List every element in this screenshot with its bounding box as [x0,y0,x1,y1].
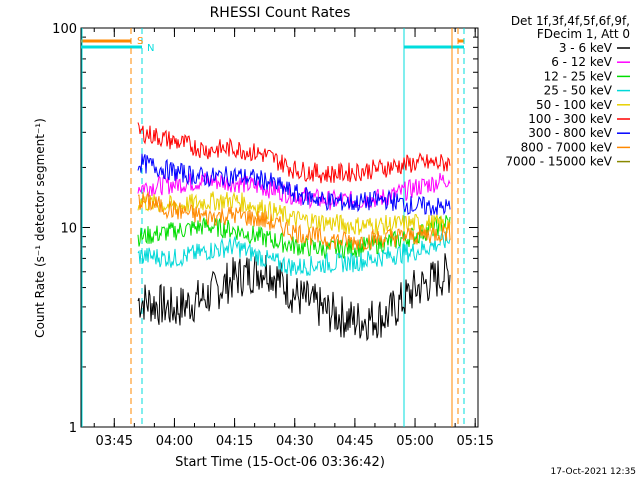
chart-title: RHESSI Count Rates [210,5,351,21]
legend-entry-label: 100 - 300 keV [528,112,612,126]
saa-marker-label: S [137,36,143,47]
series-line-2 [137,215,451,260]
legend-header-detectors: Det 1f,3f,4f,5f,6f,9f, [511,14,630,28]
x-tick-label: 03:45 [96,434,133,449]
x-axis: 03:45 04:00 04:15 04:30 04:45 05:00 05:15 [93,28,494,449]
legend-entry-label: 25 - 50 keV [544,84,613,98]
y-tick-label: 100 [52,22,77,37]
x-tick-label: 04:45 [336,434,373,449]
x-tick-label: 04:15 [216,434,253,449]
legend-entry-label: 50 - 100 keV [536,98,613,112]
y-axis-label: Count Rate (s⁻¹ detector segment⁻¹) [33,118,47,338]
y-tick-label: 10 [60,222,77,237]
night-marker-label: N [147,43,154,54]
series-lines [137,122,451,342]
series-line-0 [137,253,451,342]
series-line-7 [138,191,451,252]
legend-entry-label: 800 - 7000 keV [521,140,613,154]
legend-entry-label: 7000 - 15000 keV [505,155,612,169]
legend-entry-label: 3 - 6 keV [559,41,613,55]
x-axis-label: Start Time (15-Oct-06 03:36:42) [175,455,385,470]
legend-header-decim: FDecim 1, Att 0 [537,27,630,41]
y-axis: 1 10 100 [52,22,478,436]
legend-entry-label: 12 - 25 keV [544,69,613,83]
timestamp: 17-Oct-2021 12:35 [551,467,636,477]
legend: Det 1f,3f,4f,5f,6f,9f, FDecim 1, Att 0 3… [505,14,630,169]
x-tick-label: 05:00 [396,434,433,449]
y-tick-label: 1 [69,421,77,436]
x-tick-label: 04:30 [276,434,313,449]
series-line-5 [137,122,451,184]
x-tick-label: 04:00 [156,434,193,449]
x-tick-label: 05:15 [456,434,493,449]
legend-entry-label: 6 - 12 keV [551,55,613,69]
legend-entry-label: 300 - 800 keV [528,126,612,140]
series-line-6 [137,153,451,216]
series-line-4 [137,191,451,236]
series-line-3 [137,230,451,277]
